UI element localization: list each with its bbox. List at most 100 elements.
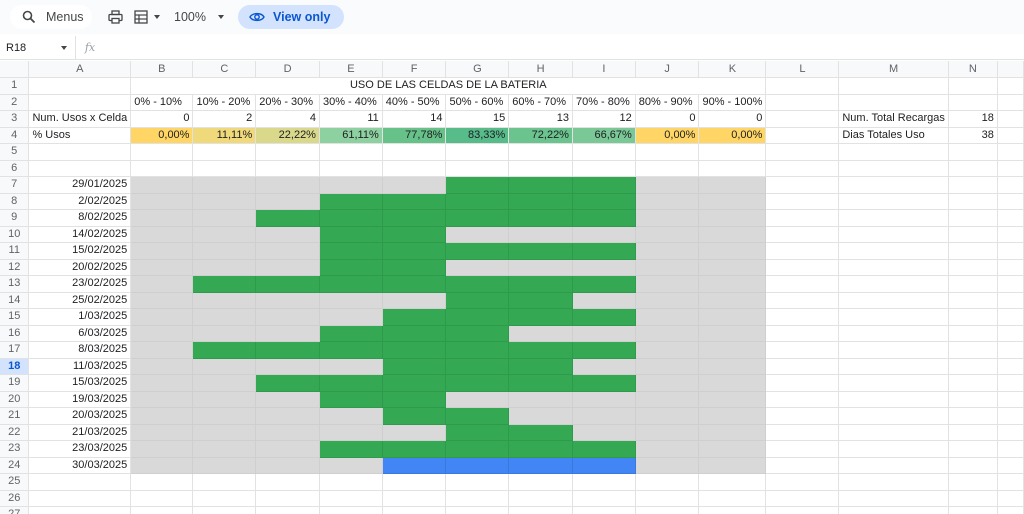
cell-overflow[interactable] xyxy=(997,94,1024,111)
cell-overflow[interactable] xyxy=(997,160,1024,177)
row-header[interactable]: 13 xyxy=(0,275,30,293)
column-header-i[interactable]: I xyxy=(572,61,636,78)
cell[interactable] xyxy=(192,490,257,507)
row-header[interactable]: 26 xyxy=(0,490,30,507)
cell-used[interactable] xyxy=(572,209,636,227)
cell[interactable] xyxy=(130,490,194,507)
cell-current[interactable] xyxy=(572,457,636,474)
cell-used[interactable] xyxy=(319,440,383,458)
cell-unused[interactable] xyxy=(508,226,573,243)
cell[interactable] xyxy=(948,259,998,276)
cell[interactable] xyxy=(765,143,840,161)
cell-overflow[interactable] xyxy=(997,490,1024,507)
cell-unused[interactable] xyxy=(698,292,767,309)
cell-used[interactable] xyxy=(382,358,447,375)
cell[interactable] xyxy=(765,193,840,210)
cell[interactable] xyxy=(445,473,510,491)
cell-unused[interactable] xyxy=(130,407,194,425)
cell-unused[interactable] xyxy=(130,275,194,293)
cell-used[interactable] xyxy=(382,325,447,342)
cell[interactable] xyxy=(948,292,998,309)
cell[interactable] xyxy=(838,143,949,161)
cell-used[interactable] xyxy=(255,209,320,227)
cell[interactable] xyxy=(765,473,840,491)
cell-unused[interactable] xyxy=(635,358,700,375)
row-header[interactable]: 27 xyxy=(0,506,30,514)
cell[interactable] xyxy=(508,506,573,514)
cell-unused[interactable] xyxy=(192,424,257,441)
cell-unused[interactable] xyxy=(635,308,700,326)
format-dropdown[interactable] xyxy=(132,8,160,26)
cell-used[interactable] xyxy=(319,341,383,359)
dias-value[interactable]: 38 xyxy=(948,127,998,144)
cell-unused[interactable] xyxy=(192,209,257,227)
cell-current[interactable] xyxy=(382,457,447,474)
cell-overflow[interactable] xyxy=(997,242,1024,260)
cell-used[interactable] xyxy=(382,440,447,458)
cell[interactable] xyxy=(948,391,998,408)
range-header[interactable]: 20% - 30% xyxy=(255,94,320,111)
zoom-dropdown[interactable]: 100% xyxy=(164,10,224,24)
cell-unused[interactable] xyxy=(572,226,636,243)
cell-unused[interactable] xyxy=(192,358,257,375)
cell-unused[interactable] xyxy=(130,440,194,458)
cell-unused[interactable] xyxy=(698,209,767,227)
print-icon[interactable] xyxy=(106,8,124,26)
dias-label[interactable]: Dias Totales Uso xyxy=(838,127,949,144)
cell[interactable] xyxy=(838,440,949,458)
cell-unused[interactable] xyxy=(192,440,257,458)
cell-unused[interactable] xyxy=(382,176,447,194)
cell[interactable] xyxy=(635,160,700,177)
uses-value[interactable]: 0 xyxy=(698,110,767,128)
cell[interactable] xyxy=(838,407,949,425)
cell-overflow[interactable] xyxy=(997,374,1024,392)
uses-value[interactable]: 12 xyxy=(572,110,636,128)
cell-unused[interactable] xyxy=(635,325,700,342)
cell[interactable] xyxy=(508,160,573,177)
cell-unused[interactable] xyxy=(698,358,767,375)
cell-unused[interactable] xyxy=(508,259,573,276)
cell[interactable] xyxy=(765,424,840,441)
cell-unused[interactable] xyxy=(192,292,257,309)
cell-unused[interactable] xyxy=(698,259,767,276)
cell-overflow[interactable] xyxy=(997,127,1024,144)
cell-overflow[interactable] xyxy=(997,424,1024,441)
cell[interactable] xyxy=(838,325,949,342)
row-header[interactable]: 12 xyxy=(0,259,30,276)
cell-unused[interactable] xyxy=(698,391,767,408)
cell-unused[interactable] xyxy=(572,407,636,425)
cell-overflow[interactable] xyxy=(997,325,1024,342)
cell-used[interactable] xyxy=(382,259,447,276)
cell[interactable] xyxy=(948,226,998,243)
row-header[interactable]: 11 xyxy=(0,242,30,260)
cell[interactable] xyxy=(948,242,998,260)
record-date[interactable]: 15/02/2025 xyxy=(28,242,132,260)
column-header-n[interactable]: N xyxy=(948,61,998,78)
cell[interactable] xyxy=(948,143,998,161)
cell[interactable] xyxy=(948,490,998,507)
cell-overflow[interactable] xyxy=(997,457,1024,474)
cell[interactable] xyxy=(765,490,840,507)
cell-unused[interactable] xyxy=(572,259,636,276)
cell-used[interactable] xyxy=(445,341,510,359)
record-date[interactable]: 8/02/2025 xyxy=(28,209,132,227)
cell-used[interactable] xyxy=(255,374,320,392)
cell-unused[interactable] xyxy=(508,325,573,342)
column-header-d[interactable]: D xyxy=(255,61,320,78)
cell-used[interactable] xyxy=(508,440,573,458)
cell[interactable] xyxy=(765,292,840,309)
record-date[interactable]: 20/03/2025 xyxy=(28,407,132,425)
cell-unused[interactable] xyxy=(130,193,194,210)
record-date[interactable]: 19/03/2025 xyxy=(28,391,132,408)
cell-unused[interactable] xyxy=(130,374,194,392)
cell-unused[interactable] xyxy=(319,176,383,194)
column-header-e[interactable]: E xyxy=(319,61,383,78)
pct-value[interactable]: 0,00% xyxy=(698,127,767,144)
cell[interactable] xyxy=(698,143,767,161)
cell-used[interactable] xyxy=(445,440,510,458)
cell-used[interactable] xyxy=(382,407,447,425)
pct-value[interactable]: 77,78% xyxy=(382,127,447,144)
cell[interactable] xyxy=(572,506,636,514)
table-title[interactable]: USO DE LAS CELDAS DE LA BATERIA xyxy=(130,77,767,95)
cell-unused[interactable] xyxy=(382,292,447,309)
